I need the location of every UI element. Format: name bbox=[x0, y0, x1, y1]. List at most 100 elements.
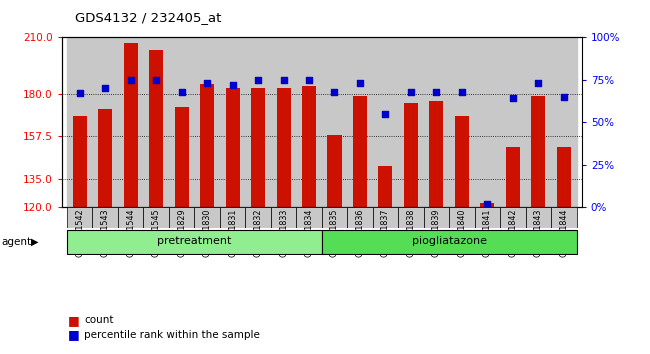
Bar bbox=[302, 86, 316, 207]
Text: GSM201544: GSM201544 bbox=[126, 209, 135, 257]
Text: GSM201543: GSM201543 bbox=[101, 209, 110, 257]
Bar bbox=[322, 37, 347, 207]
Bar bbox=[118, 37, 143, 207]
Bar bbox=[143, 207, 169, 228]
Bar bbox=[98, 109, 112, 207]
Bar bbox=[271, 37, 296, 207]
Text: GSM201832: GSM201832 bbox=[254, 209, 263, 257]
Bar bbox=[347, 37, 372, 207]
Bar bbox=[449, 37, 474, 207]
Bar bbox=[149, 50, 163, 207]
Bar bbox=[118, 207, 143, 228]
Bar bbox=[220, 37, 245, 207]
Point bbox=[380, 111, 391, 116]
Bar bbox=[92, 207, 118, 228]
Bar bbox=[322, 207, 347, 228]
Bar bbox=[398, 37, 424, 207]
Point bbox=[508, 96, 518, 101]
Bar bbox=[328, 135, 341, 207]
Bar bbox=[551, 37, 577, 207]
Bar bbox=[398, 207, 424, 228]
Bar bbox=[506, 147, 520, 207]
Bar bbox=[378, 166, 393, 207]
Point bbox=[151, 77, 161, 82]
Bar bbox=[276, 88, 291, 207]
Point bbox=[304, 77, 314, 82]
Bar bbox=[474, 207, 500, 228]
Bar bbox=[67, 230, 322, 253]
Text: GSM201837: GSM201837 bbox=[381, 209, 390, 257]
Point bbox=[125, 77, 136, 82]
Text: pretreatment: pretreatment bbox=[157, 236, 231, 246]
Text: GSM201836: GSM201836 bbox=[356, 209, 365, 257]
Text: GSM201831: GSM201831 bbox=[228, 209, 237, 257]
Bar bbox=[169, 37, 194, 207]
Text: GSM201844: GSM201844 bbox=[560, 209, 568, 257]
Text: count: count bbox=[84, 315, 114, 325]
Bar bbox=[194, 37, 220, 207]
Point bbox=[457, 89, 467, 95]
Point bbox=[227, 82, 238, 87]
Bar bbox=[271, 207, 296, 228]
Bar bbox=[200, 84, 214, 207]
Bar bbox=[353, 96, 367, 207]
Point bbox=[176, 89, 187, 95]
Text: GSM201542: GSM201542 bbox=[75, 209, 84, 257]
Bar bbox=[194, 207, 220, 228]
Bar bbox=[347, 207, 372, 228]
Bar bbox=[500, 37, 526, 207]
Bar bbox=[169, 207, 194, 228]
Bar bbox=[67, 37, 92, 207]
Text: ■: ■ bbox=[68, 328, 80, 341]
Bar bbox=[474, 37, 500, 207]
Bar bbox=[557, 147, 571, 207]
Point bbox=[533, 80, 543, 86]
Point bbox=[202, 80, 213, 86]
Text: GSM201834: GSM201834 bbox=[304, 209, 313, 257]
Bar bbox=[245, 37, 271, 207]
Point bbox=[330, 89, 340, 95]
Text: GSM201833: GSM201833 bbox=[279, 209, 288, 257]
Text: agent: agent bbox=[1, 236, 31, 247]
Point bbox=[559, 94, 569, 99]
Bar bbox=[296, 37, 322, 207]
Bar bbox=[526, 207, 551, 228]
Bar bbox=[455, 116, 469, 207]
Text: GSM201829: GSM201829 bbox=[177, 209, 186, 257]
Text: ■: ■ bbox=[68, 314, 80, 327]
Text: percentile rank within the sample: percentile rank within the sample bbox=[84, 330, 261, 339]
Bar bbox=[226, 88, 240, 207]
Bar bbox=[480, 203, 495, 207]
Bar bbox=[424, 37, 449, 207]
Text: piogliatazone: piogliatazone bbox=[411, 236, 487, 246]
Bar bbox=[372, 37, 398, 207]
Text: GSM201835: GSM201835 bbox=[330, 209, 339, 257]
Text: GSM201840: GSM201840 bbox=[458, 209, 467, 257]
Text: GSM201843: GSM201843 bbox=[534, 209, 543, 257]
Point bbox=[74, 90, 85, 96]
Bar bbox=[551, 207, 577, 228]
Bar bbox=[175, 107, 188, 207]
Bar bbox=[67, 207, 92, 228]
Point bbox=[406, 89, 416, 95]
Point bbox=[100, 85, 110, 91]
Point bbox=[482, 201, 493, 206]
Bar bbox=[251, 88, 265, 207]
Bar bbox=[430, 101, 443, 207]
Text: GSM201838: GSM201838 bbox=[406, 209, 415, 257]
Bar bbox=[245, 207, 271, 228]
Text: GSM201842: GSM201842 bbox=[508, 209, 517, 257]
Text: ▶: ▶ bbox=[31, 236, 39, 247]
Bar bbox=[296, 207, 322, 228]
Bar bbox=[73, 116, 86, 207]
Bar bbox=[220, 207, 245, 228]
Bar bbox=[532, 96, 545, 207]
Bar bbox=[92, 37, 118, 207]
Point bbox=[431, 89, 441, 95]
Bar bbox=[500, 207, 526, 228]
Text: GSM201545: GSM201545 bbox=[151, 209, 161, 257]
Text: GSM201839: GSM201839 bbox=[432, 209, 441, 257]
Bar bbox=[143, 37, 169, 207]
Bar bbox=[404, 103, 418, 207]
Bar bbox=[372, 207, 398, 228]
